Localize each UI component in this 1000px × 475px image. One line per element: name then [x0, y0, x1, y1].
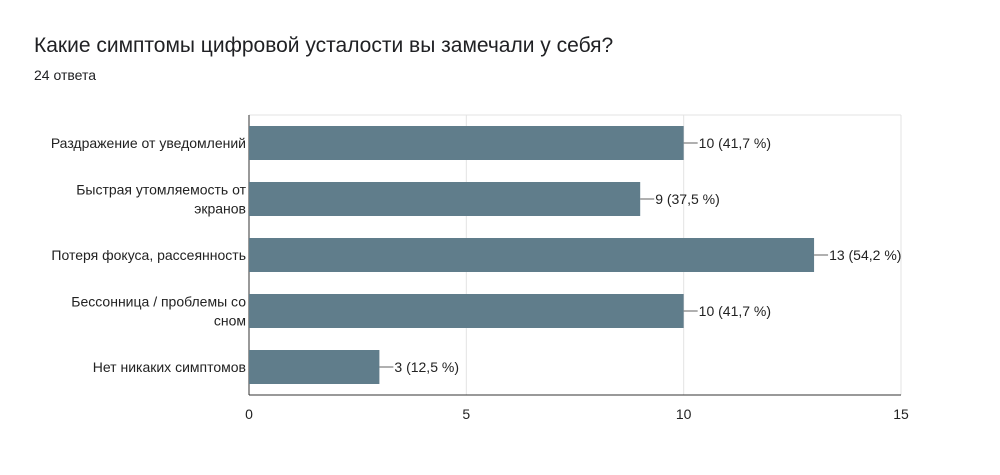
- bar[interactable]: [249, 294, 684, 328]
- value-label: 10 (41,7 %): [699, 303, 771, 319]
- value-label: 13 (54,2 %): [829, 247, 901, 263]
- value-label: 3 (12,5 %): [394, 359, 459, 375]
- x-tick-label: 15: [893, 406, 909, 422]
- category-label: Раздражение от уведомлений: [51, 135, 246, 151]
- category-label: Бессонница / проблемы со сном: [71, 294, 246, 329]
- x-tick-label: 0: [245, 406, 253, 422]
- category-label: Потеря фокуса, рассеянность: [51, 247, 246, 263]
- response-count: 24 ответа: [34, 67, 96, 83]
- chart-title: Какие симптомы цифровой усталости вы зам…: [34, 34, 614, 57]
- value-label: 9 (37,5 %): [655, 191, 720, 207]
- bar[interactable]: [249, 126, 684, 160]
- category-label-line: Быстрая утомляемость от: [76, 182, 246, 198]
- category-label-line: Раздражение от уведомлений: [51, 135, 246, 151]
- category-label-line: сном: [214, 313, 246, 329]
- x-tick-label: 5: [462, 406, 470, 422]
- category-label-line: Нет никаких симптомов: [93, 359, 246, 375]
- category-label: Быстрая утомляемость от экранов: [76, 182, 246, 217]
- bar[interactable]: [249, 182, 641, 216]
- bar[interactable]: [249, 238, 815, 272]
- category-label-line: Потеря фокуса, рассеянность: [51, 247, 246, 263]
- bar[interactable]: [249, 350, 380, 384]
- category-label: Нет никаких симптомов: [93, 359, 246, 375]
- category-label-line: Бессонница / проблемы со: [71, 294, 246, 310]
- x-tick-label: 10: [676, 406, 692, 422]
- value-label: 10 (41,7 %): [699, 135, 771, 151]
- category-label-line: экранов: [194, 201, 246, 217]
